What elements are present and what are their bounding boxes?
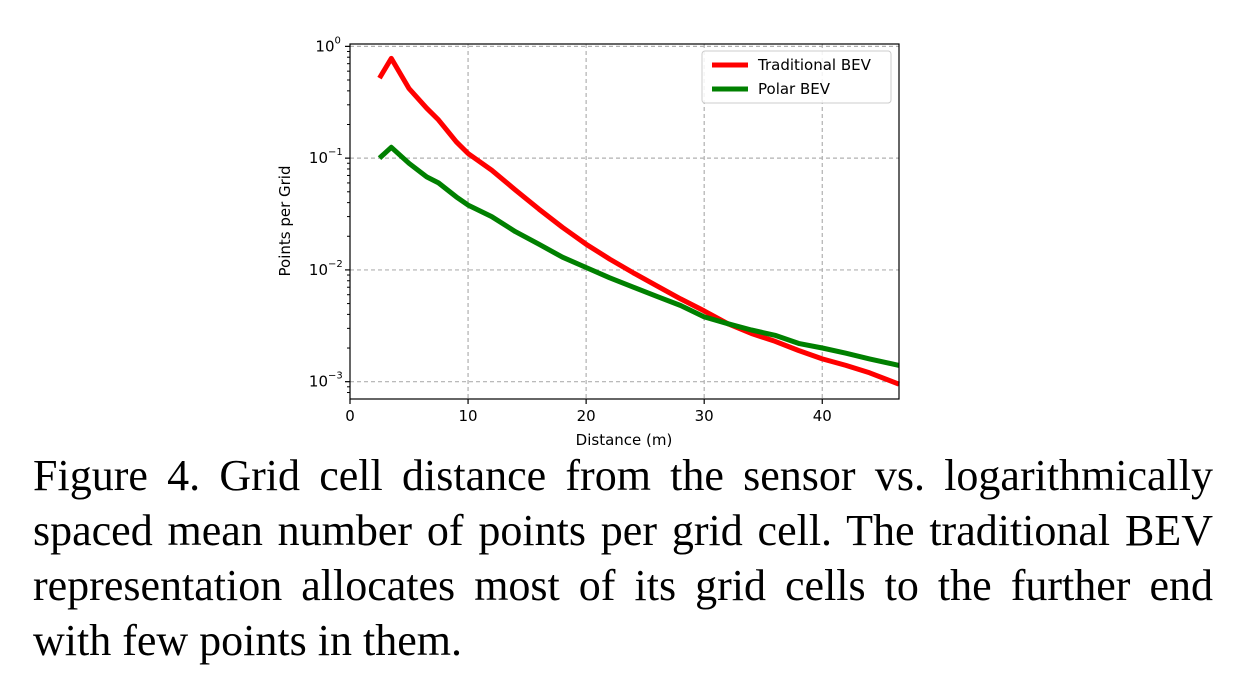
- y-tick-label: 10 −2: [309, 259, 343, 279]
- svg-text:0: 0: [335, 35, 341, 46]
- svg-text:10: 10: [309, 261, 328, 279]
- svg-text:−2: −2: [328, 259, 343, 270]
- x-tick-label: 40: [813, 407, 832, 425]
- svg-text:10: 10: [315, 37, 334, 55]
- svg-text:−1: −1: [328, 147, 343, 158]
- series-line-polar-bev: [377, 144, 900, 368]
- x-tick-label: 30: [695, 407, 714, 425]
- x-tick-label: 20: [577, 407, 596, 425]
- legend-label: Polar BEV: [758, 80, 831, 98]
- svg-text:10: 10: [309, 373, 328, 391]
- x-axis-label: Distance (m): [576, 431, 673, 449]
- legend: Traditional BEV Polar BEV: [701, 50, 892, 104]
- y-tick-label: 10 −3: [309, 371, 343, 391]
- legend-label: Traditional BEV: [757, 56, 872, 74]
- legend-box: [701, 50, 892, 104]
- figure-caption: Figure 4. Grid cell distance from the se…: [33, 451, 1213, 665]
- x-tick-label: 0: [345, 407, 355, 425]
- y-tick-label: 10 −1: [309, 147, 343, 167]
- y-tick-label: 10 0: [315, 35, 340, 55]
- y-axis-label: Points per Grid: [276, 166, 294, 277]
- series-layer: [377, 55, 900, 387]
- plot-frame: [349, 43, 900, 400]
- series-line-traditional-bev: [377, 55, 900, 387]
- x-tick-label: 10: [459, 407, 478, 425]
- svg-text:10: 10: [309, 149, 328, 167]
- svg-text:−3: −3: [328, 371, 343, 382]
